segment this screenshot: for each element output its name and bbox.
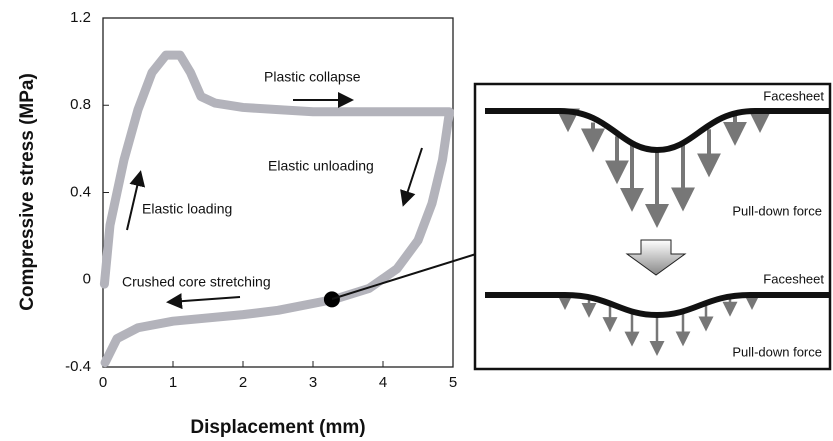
annotation: Plastic collapse — [264, 69, 361, 85]
arrow — [170, 297, 240, 302]
figure: 0 1 2 3 4 5 -0.4 0 0.4 0.8 1.2 Displacement (mm) C… — [0, 0, 833, 441]
annotation: Elastic unloading — [268, 158, 374, 174]
inset-frame — [475, 84, 830, 369]
inset: Facesheet Pull-down force Facesheet Pull… — [475, 84, 830, 369]
force-label: Pull-down force — [732, 344, 822, 359]
annotations: Plastic collapse Elastic unloading Elastic… — [122, 69, 422, 302]
annotation: Elastic loading — [142, 201, 232, 217]
x-tick-label: 0 — [99, 374, 107, 391]
force-label: Pull-down force — [732, 203, 822, 218]
annotation: Crushed core stretching — [122, 274, 271, 290]
y-tick-label: -0.4 — [65, 358, 91, 375]
facesheet-label: Facesheet — [763, 271, 824, 286]
facesheet-label: Facesheet — [763, 88, 824, 103]
y-tick-label: 1.2 — [70, 9, 91, 26]
y-axis-title: Compressive stress (MPa) — [17, 73, 38, 311]
arrow — [404, 148, 422, 203]
x-tick-label: 2 — [239, 374, 247, 391]
x-axis-title: Displacement (mm) — [190, 417, 365, 438]
x-tick-label: 3 — [309, 374, 317, 391]
x-tick-label: 1 — [169, 374, 177, 391]
x-tick-label: 5 — [449, 374, 457, 391]
y-tick-label: 0 — [83, 271, 91, 288]
x-tick-label: 4 — [379, 374, 387, 391]
arrow — [127, 174, 140, 230]
highlight-point — [324, 291, 340, 307]
y-tick-label: 0.8 — [70, 96, 91, 113]
y-tick-label: 0.4 — [70, 183, 91, 200]
